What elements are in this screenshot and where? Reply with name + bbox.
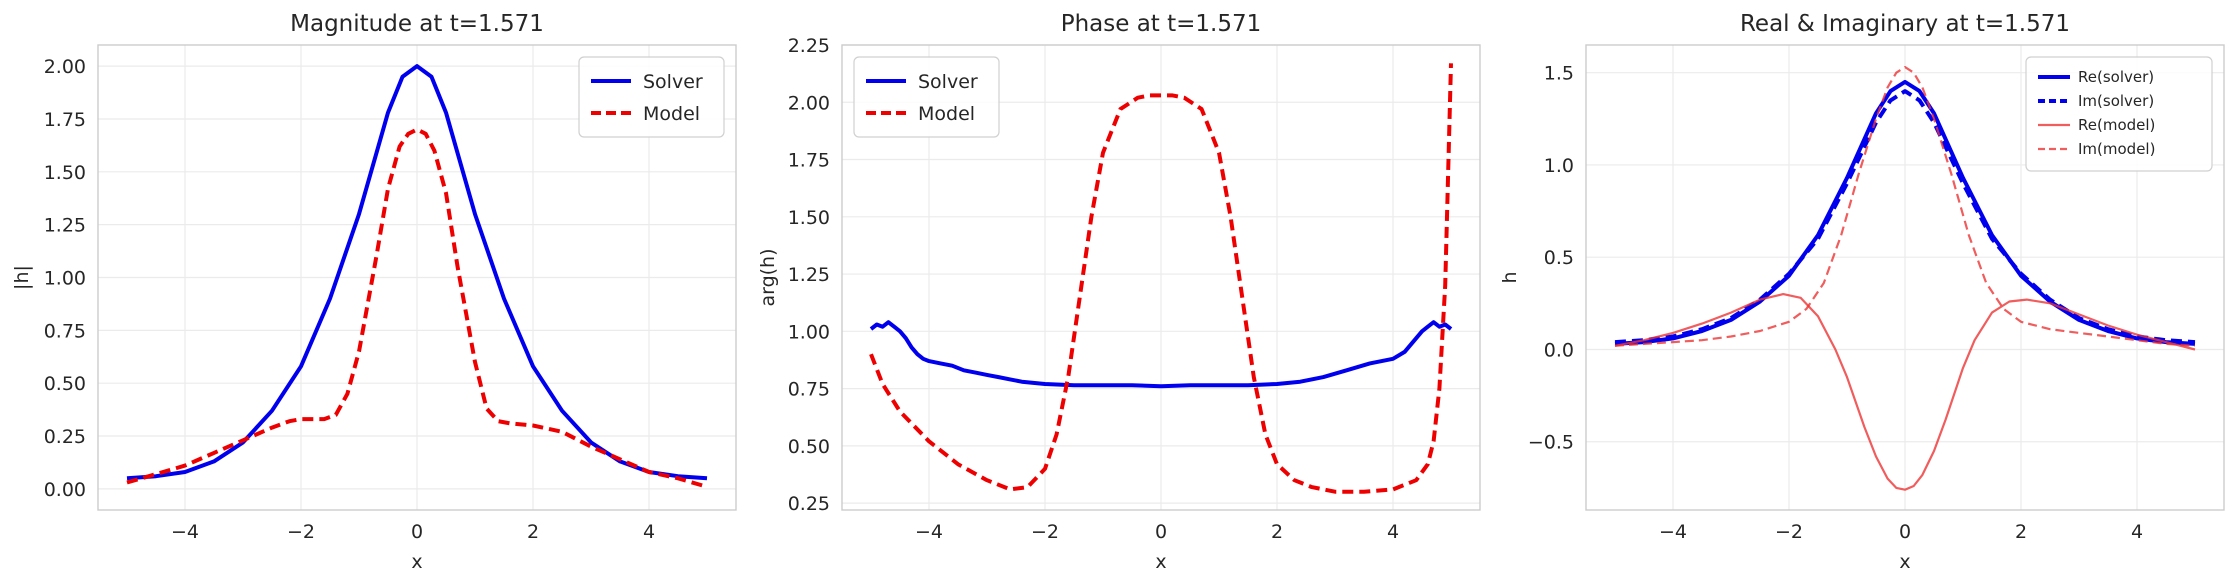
series-line-im-model- xyxy=(1614,66,2196,347)
y-tick-label: 0.25 xyxy=(44,426,86,448)
x-tick-label: 0 xyxy=(411,521,423,543)
chart-panel-2: −4 −2 0 2 4 0.25 0.50 0.75 1.00 1.25 1.50 1.75 2.00 2… xyxy=(757,11,1481,573)
x-tick-label: 2 xyxy=(2015,521,2027,543)
x-tick-label: 2 xyxy=(527,521,539,543)
plot-frame xyxy=(97,44,737,511)
y-axis-label: arg(h) xyxy=(757,248,779,306)
y-tick-label: 1.0 xyxy=(1544,155,1574,177)
y-tick-label: 0.25 xyxy=(788,493,830,515)
legend-box xyxy=(853,56,1000,138)
chart-panel-3: −4 −2 0 2 4 −0.5 0.0 0.5 1.0 1.5 Real & Imaginary … xyxy=(1499,11,2225,573)
x-tick-label: −4 xyxy=(915,521,943,543)
x-tick-label: 4 xyxy=(1387,521,1399,543)
x-tick-label: 0 xyxy=(1899,521,1911,543)
legend-label: Model xyxy=(643,103,700,125)
y-tick-label: 1.50 xyxy=(44,162,86,184)
y-tick-label: 2.25 xyxy=(788,35,830,57)
y-tick-label: 0.75 xyxy=(44,320,86,342)
y-tick-label: 1.00 xyxy=(788,321,830,343)
legend-label: Solver xyxy=(643,71,703,93)
chart-title: Phase at t=1.571 xyxy=(1061,11,1262,37)
y-tick-label: 1.75 xyxy=(788,150,830,172)
y-tick-label: 1.5 xyxy=(1544,63,1574,85)
y-tick-label: 2.00 xyxy=(44,56,86,78)
x-tick-label: −4 xyxy=(171,521,199,543)
series-line-im-solver- xyxy=(1614,89,2196,345)
legend-label: Re(model) xyxy=(2078,116,2155,134)
legend-box xyxy=(578,56,725,138)
legend-label: Re(solver) xyxy=(2078,68,2154,86)
plot-frame xyxy=(841,44,1481,511)
series-line-re-model- xyxy=(1614,293,2196,491)
legend: Solver Model xyxy=(578,56,725,138)
x-tick-label: 4 xyxy=(2131,521,2143,543)
y-tick-label: 2.00 xyxy=(788,92,830,114)
legend-box xyxy=(2025,56,2213,172)
x-tick-label: −2 xyxy=(1031,521,1059,543)
x-tick-label: −2 xyxy=(1775,521,1803,543)
y-tick-label: 1.25 xyxy=(788,264,830,286)
chart-panel-1: −4 −2 0 2 4 0.00 0.25 0.50 0.75 1.00 1.25 1.50 1.75 2… xyxy=(11,11,737,573)
y-tick-label: 1.25 xyxy=(44,215,86,237)
y-tick-label: 0.0 xyxy=(1544,339,1574,361)
x-axis-label: x xyxy=(1155,551,1166,573)
x-axis-label: x xyxy=(1899,551,1910,573)
legend-label: Solver xyxy=(918,71,978,93)
series-line-model xyxy=(126,127,708,489)
x-tick-label: 0 xyxy=(1155,521,1167,543)
y-tick-label: 0.5 xyxy=(1544,247,1574,269)
y-tick-label: 0.50 xyxy=(788,436,830,458)
y-tick-label: 0.00 xyxy=(44,479,86,501)
y-axis-label: h xyxy=(1499,271,1521,283)
y-tick-label: −0.5 xyxy=(1528,432,1574,454)
series-line-model xyxy=(869,63,1453,494)
y-tick-label: 1.00 xyxy=(44,268,86,290)
legend: Re(solver) Im(solver) Re(model) Im(model) xyxy=(2025,56,2213,172)
x-tick-label: −4 xyxy=(1659,521,1687,543)
legend-label: Im(solver) xyxy=(2078,92,2154,110)
x-tick-label: 2 xyxy=(1271,521,1283,543)
x-tick-label: −2 xyxy=(287,521,315,543)
y-tick-label: 0.75 xyxy=(788,379,830,401)
legend-label: Im(model) xyxy=(2078,140,2155,158)
plot-frame xyxy=(1585,44,2225,511)
legend-label: Model xyxy=(918,103,975,125)
x-tick-label: 4 xyxy=(643,521,655,543)
y-tick-label: 1.50 xyxy=(788,207,830,229)
series-line-solver xyxy=(869,320,1453,389)
chart-title: Magnitude at t=1.571 xyxy=(290,11,544,37)
x-axis-label: x xyxy=(411,551,422,573)
legend: Solver Model xyxy=(853,56,1000,138)
y-tick-label: 0.50 xyxy=(44,373,86,395)
y-tick-label: 1.75 xyxy=(44,109,86,131)
y-axis-label: |h| xyxy=(11,265,33,290)
chart-title: Real & Imaginary at t=1.571 xyxy=(1740,11,2070,37)
